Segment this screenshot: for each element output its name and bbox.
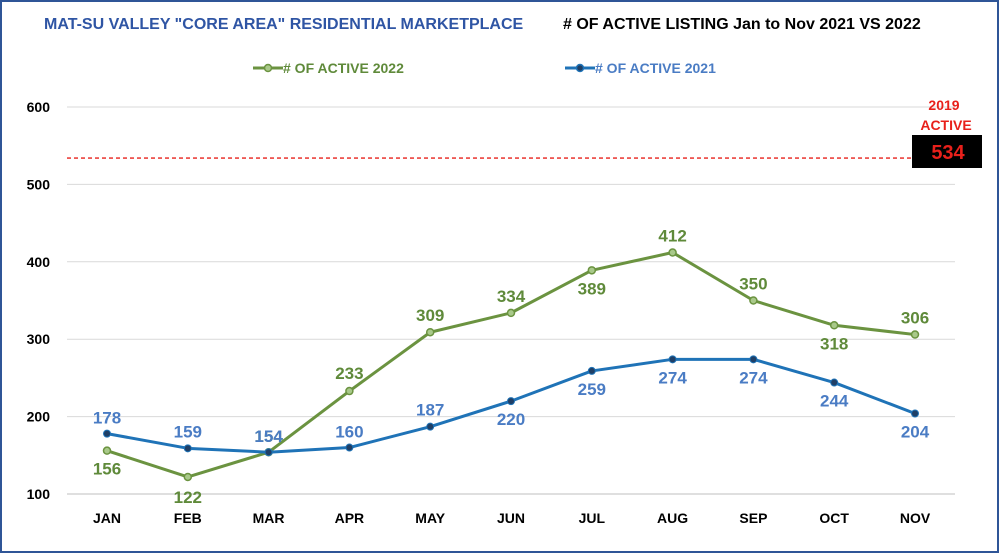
data-label-2021: 154: [254, 427, 283, 446]
legend-marker-2022: [263, 63, 273, 73]
legend-marker-2021: [575, 63, 585, 73]
data-label-2022: 389: [578, 279, 606, 298]
data-point-2021: [426, 422, 435, 431]
y-tick-label: 100: [27, 486, 51, 502]
reference-label-text: ACTIVE: [920, 117, 971, 133]
y-tick-label: 200: [27, 409, 51, 425]
chart-title-right: # OF ACTIVE LISTING Jan to Nov 2021 VS 2…: [563, 16, 921, 33]
data-point-2022: [345, 386, 354, 396]
data-label-2021: 244: [820, 392, 849, 411]
x-tick-label: JUN: [497, 510, 525, 526]
chart-header: MAT-SU VALLEY "CORE AREA" RESIDENTIAL MA…: [0, 16, 999, 40]
reference-value-box: [912, 135, 982, 168]
data-label-2021: 274: [739, 368, 768, 387]
y-axis: 100 200 300 400 500 600: [27, 99, 51, 502]
x-tick-label: JUL: [579, 510, 606, 526]
data-label-2021: 159: [174, 422, 202, 441]
data-point-2022: [910, 330, 920, 339]
x-tick-label: AUG: [657, 510, 688, 526]
legend-label-2022: # OF ACTIVE 2022: [283, 60, 404, 76]
data-label-2021: 160: [335, 423, 363, 442]
data-point-2021: [911, 409, 919, 418]
legend: # OF ACTIVE 2022 # OF ACTIVE 2021: [253, 60, 716, 76]
data-label-2022: 412: [658, 227, 686, 246]
data-point-2021: [668, 355, 677, 364]
data-label-2021: 259: [578, 380, 606, 399]
data-point-2021: [749, 355, 758, 364]
x-tick-label: JAN: [93, 510, 121, 526]
data-point-2022: [183, 472, 193, 482]
data-point-2021: [507, 397, 515, 406]
data-point-2021: [183, 444, 192, 453]
data-label-2022: 318: [820, 334, 848, 353]
data-label-2022: 156: [93, 460, 121, 479]
data-point-2022: [587, 266, 597, 275]
gridlines: [67, 106, 955, 495]
data-point-2021: [830, 378, 839, 387]
data-label-2022: 122: [174, 488, 202, 507]
data-label-2021: 274: [658, 368, 687, 387]
data-point-2022: [506, 308, 516, 318]
reference-2019: 2019 ACTIVE 534: [67, 97, 982, 168]
chart-title-left: MAT-SU VALLEY "CORE AREA" RESIDENTIAL MA…: [44, 16, 524, 33]
reference-label-year: 2019: [928, 97, 959, 113]
data-point-2022: [668, 248, 677, 257]
x-tick-label: NOV: [900, 510, 931, 526]
data-label-2021: 204: [901, 423, 930, 442]
x-tick-label: FEB: [174, 510, 202, 526]
series-line-2021: [106, 357, 916, 454]
x-tick-label: MAR: [253, 510, 285, 526]
data-label-2021: 187: [416, 401, 444, 420]
x-tick-label: OCT: [819, 510, 849, 526]
data-labels: 156 122 154 233 309 334 389 412 350 318 306 178 159 1…: [93, 227, 930, 507]
data-point-2022: [749, 296, 758, 305]
data-point-2022: [829, 321, 839, 330]
data-label-2022: 334: [497, 287, 526, 306]
data-label-2021: 178: [93, 409, 121, 428]
data-label-2021: 220: [497, 410, 525, 429]
data-label-2022: 233: [335, 364, 363, 383]
data-label-2022: 309: [416, 306, 444, 325]
data-point-2022: [425, 327, 435, 337]
x-tick-label: SEP: [739, 510, 767, 526]
y-tick-label: 300: [27, 331, 51, 347]
reference-value-label: 534: [931, 142, 965, 164]
y-tick-label: 400: [27, 254, 51, 270]
data-point-2021: [103, 429, 111, 438]
y-tick-label: 600: [27, 99, 51, 115]
data-point-2022: [102, 446, 112, 455]
data-label-2022: 350: [739, 275, 767, 294]
data-point-2021: [587, 366, 596, 375]
data-point-2021: [264, 448, 273, 457]
data-label-2022: 306: [901, 309, 929, 328]
data-label-2022: 154: [254, 427, 283, 446]
legend-label-2021: # OF ACTIVE 2021: [595, 60, 716, 76]
x-tick-label: APR: [335, 510, 365, 526]
y-tick-label: 500: [27, 176, 51, 192]
x-axis: JAN FEB MAR APR MAY JUN JUL AUG SEP OCT NOV: [93, 510, 931, 526]
x-tick-label: MAY: [415, 510, 445, 526]
data-point-2021: [345, 443, 354, 452]
series-lines: [102, 248, 920, 482]
